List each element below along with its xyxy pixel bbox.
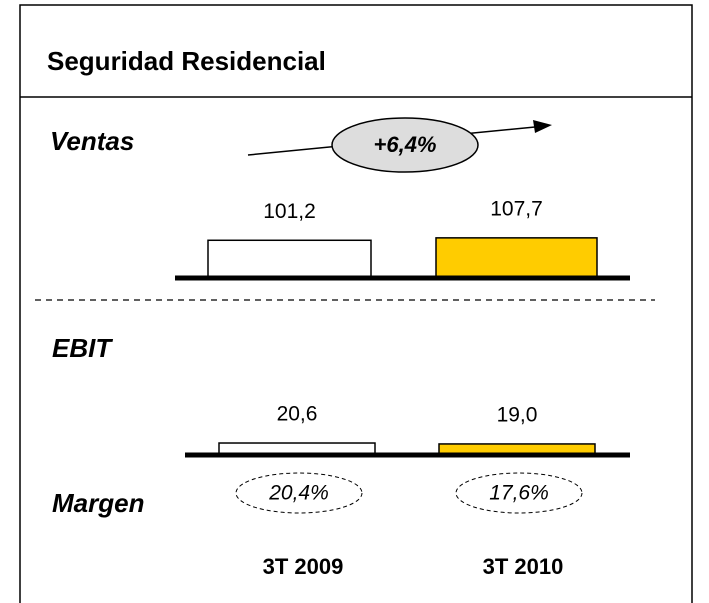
category-label: 3T 2009 (263, 554, 344, 579)
margin-ellipse (235, 472, 363, 514)
arrow-head (533, 120, 552, 133)
bar (435, 237, 598, 279)
frame (19, 4, 693, 603)
section-title: Ventas (50, 126, 134, 156)
margin-ellipse (455, 472, 583, 514)
margin-label: 20,4% (268, 482, 329, 505)
value-label: 20,6 (277, 403, 318, 426)
bar (207, 239, 372, 279)
margin-label: 17,6% (489, 482, 549, 505)
growth-bubble (331, 117, 479, 173)
category-label: 3T 2010 (483, 554, 564, 579)
title: Seguridad Residencial (47, 46, 326, 76)
value-label: 19,0 (497, 403, 538, 426)
growth-label: +6,4% (374, 132, 437, 157)
margin-title: Margen (52, 488, 144, 518)
value-label: 107,7 (490, 197, 543, 220)
section-title: EBIT (52, 333, 113, 363)
value-label: 101,2 (263, 200, 316, 223)
